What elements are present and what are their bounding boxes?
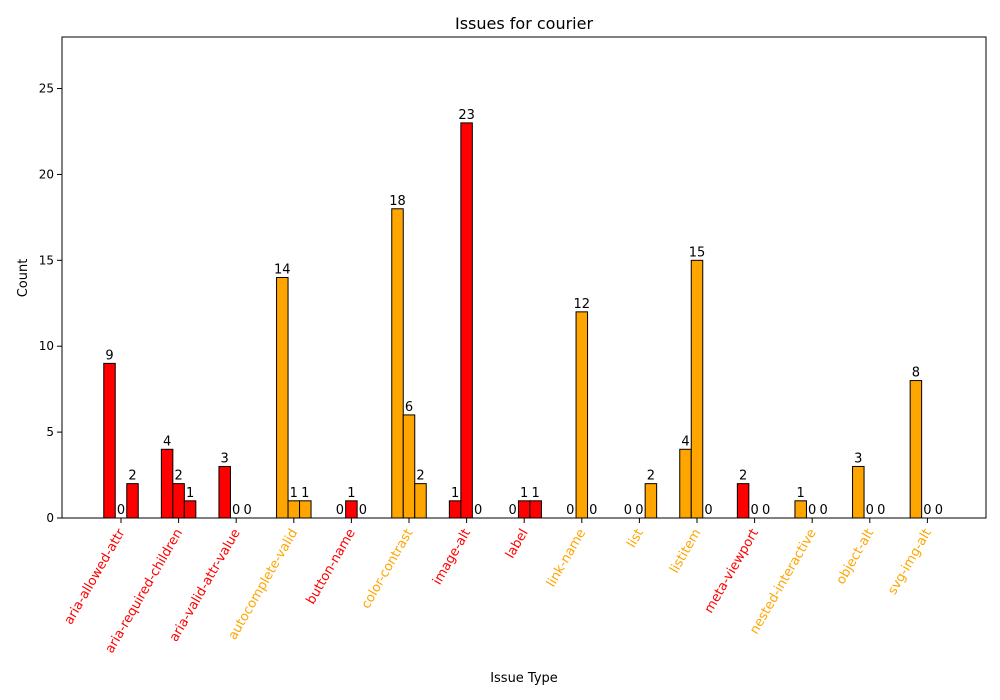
chart-title: Issues for courier (455, 14, 593, 33)
bar-aria-allowed-attr-s1 (103, 362, 116, 519)
bar-value-label: 1 (451, 486, 459, 501)
bar-value-label: 0 (336, 503, 344, 518)
bar-value-label: 0 (566, 503, 574, 518)
y-tick-label: 5 (46, 425, 54, 439)
x-tick-label-object-alt: object-alt (834, 527, 878, 588)
x-tick-label-color-contrast: color-contrast (359, 527, 417, 612)
x-tick-label-svg-img-alt: svg-img-alt (885, 527, 935, 598)
bar-color-contrast-s1 (391, 208, 404, 519)
bar-autocomplete-valid-s2 (287, 500, 301, 519)
bar-label-s2 (517, 500, 531, 519)
bar-value-label: 0 (935, 503, 943, 518)
bar-svg-img-alt-s1 (909, 380, 923, 519)
bar-value-label: 0 (808, 503, 816, 518)
bar-value-label: 0 (923, 503, 931, 518)
y-tick-label: 0 (46, 511, 54, 525)
bar-value-label: 3 (854, 451, 862, 466)
x-tick-label-meta-viewport: meta-viewport (702, 527, 762, 616)
y-axis: 0 5 10 15 20 25 (39, 82, 62, 525)
y-tick-label: 20 (39, 167, 54, 181)
x-tick-label-link-name: link-name (544, 527, 589, 590)
bar-value-label: 2 (739, 469, 747, 484)
bar-value-label: 0 (635, 503, 643, 518)
bar-value-label: 0 (117, 503, 125, 518)
bar-listitem-s1 (679, 448, 692, 519)
bar-autocomplete-valid-s3 (299, 500, 312, 519)
bar-aria-valid-attr-value-s1 (218, 465, 231, 519)
bar-value-label: 18 (389, 194, 406, 209)
bar-aria-required-children-s1 (160, 448, 174, 519)
bar-value-label: 0 (762, 503, 770, 518)
bar-value-label: 9 (105, 348, 113, 363)
bar-value-label: 0 (820, 503, 828, 518)
bar-aria-required-children-s3 (183, 500, 197, 519)
bar-listitem-s2 (690, 259, 704, 519)
bar-autocomplete-valid-s1 (276, 277, 289, 519)
bar-aria-allowed-attr-s3 (126, 483, 139, 519)
bar-link-name-s2 (575, 311, 589, 519)
bar-value-label: 0 (589, 503, 597, 518)
bar-value-label: 0 (359, 503, 367, 518)
bar-object-alt-s1 (852, 465, 865, 519)
bar-value-label: 0 (750, 503, 758, 518)
bar-meta-viewport-s1 (736, 483, 750, 519)
bar-value-label: 15 (689, 245, 706, 260)
x-axis-label: Issue Type (490, 671, 558, 686)
bar-value-label: 1 (797, 486, 805, 501)
x-tick-label-button-name: button-name (304, 526, 359, 607)
bar-value-label: 0 (244, 503, 252, 518)
bar-value-label: 0 (877, 503, 885, 518)
y-tick-label: 15 (39, 253, 54, 267)
bar-value-label: 14 (274, 263, 291, 278)
bar-value-label: 8 (912, 366, 920, 381)
bar-aria-required-children-s2 (172, 483, 185, 519)
y-axis-label: Count (16, 259, 31, 298)
x-tick-label-label: label (503, 527, 532, 562)
bar-image-alt-s1 (448, 500, 462, 519)
bar-value-label: 4 (163, 434, 171, 449)
bar-value-label: 2 (647, 469, 655, 484)
bar-value-label: 12 (574, 297, 591, 312)
x-tick-label-nested-interactive: nested-interactive (747, 527, 819, 637)
bar-value-label: 0 (704, 503, 712, 518)
bar-value-label: 1 (520, 486, 528, 501)
bar-nested-interactive-s1 (794, 500, 807, 519)
bar-button-name-s2 (345, 500, 358, 519)
bar-value-label: 2 (416, 469, 424, 484)
bar-value-label: 0 (232, 503, 240, 518)
bar-value-label: 2 (128, 469, 136, 484)
bar-label-s3 (529, 500, 542, 519)
x-axis: aria-allowed-attraria-required-childrena… (62, 518, 935, 656)
bar-value-label: 1 (532, 486, 540, 501)
bar-value-label: 1 (186, 486, 194, 501)
bar-value-label: 2 (174, 469, 182, 484)
bar-value-label: 0 (624, 503, 632, 518)
bar-value-label: 4 (681, 434, 689, 449)
y-tick-label: 10 (39, 339, 54, 353)
bar-value-label: 6 (405, 400, 413, 415)
bar-color-contrast-s3 (414, 483, 427, 519)
bar-value-label: 1 (347, 486, 355, 501)
bar-list-s3 (644, 483, 658, 519)
x-tick-label-listitem: listitem (667, 527, 704, 576)
bar-value-label: 0 (474, 503, 482, 518)
x-tick-label-image-alt: image-alt (430, 527, 474, 588)
plot-frame (61, 36, 987, 519)
y-tick-label: 25 (39, 82, 54, 96)
bar-value-label: 0 (866, 503, 874, 518)
bar-value-label: 3 (221, 451, 229, 466)
x-tick-label-list: list (624, 527, 647, 551)
bar-value-label: 1 (290, 486, 298, 501)
bar-image-alt-s2 (460, 122, 473, 519)
bar-value-label: 0 (509, 503, 517, 518)
x-tick-label-aria-allowed-attr: aria-allowed-attr (62, 526, 129, 627)
bar-color-contrast-s2 (402, 414, 416, 519)
bar-value-label: 1 (301, 486, 309, 501)
bar-value-label: 23 (458, 108, 475, 123)
